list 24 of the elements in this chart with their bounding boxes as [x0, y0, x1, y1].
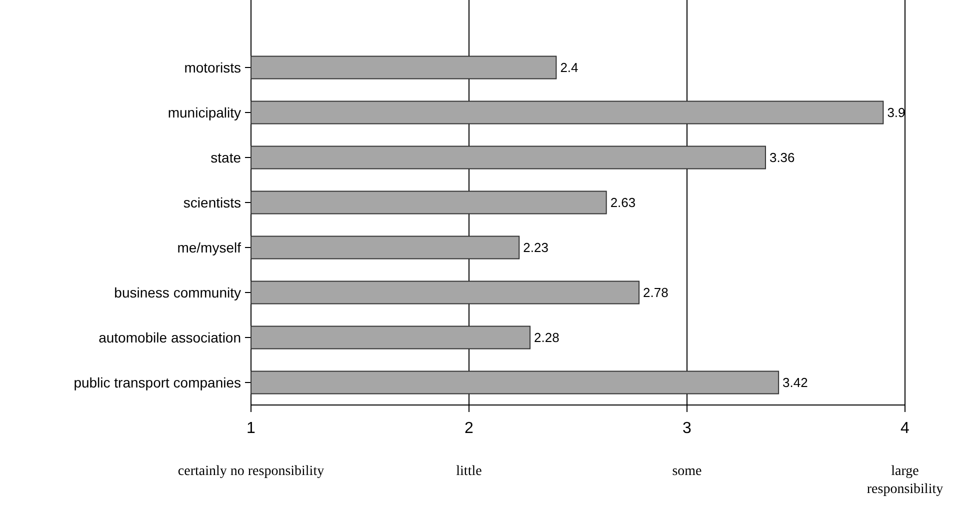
data-label: 2.4: [560, 60, 578, 76]
y-tick-label: scientists: [183, 194, 241, 210]
x-tick-label: 3: [682, 420, 692, 437]
data-label: 2.23: [523, 240, 548, 256]
x-tick-label: 4: [900, 420, 910, 437]
text: little: [456, 464, 482, 479]
y-tick-label: state: [210, 149, 242, 166]
text: some: [672, 464, 702, 479]
y-tick-label: business community: [114, 284, 241, 300]
data-label: 2.78: [643, 285, 668, 300]
y-tick-label: automobile association: [98, 329, 241, 346]
y-tick-label: municipality: [168, 104, 241, 120]
text: large responsibility: [866, 464, 944, 497]
data-label: 2.28: [534, 330, 560, 346]
data-label: 3.36: [769, 150, 795, 166]
text: certainly no responsibility: [178, 464, 324, 479]
y-tick-label: motorists: [184, 59, 241, 76]
x-tick-label: 1: [246, 420, 256, 437]
x-tick-label: 2: [464, 420, 474, 437]
data-label: 3.9: [887, 105, 906, 120]
data-label: 3.42: [782, 375, 808, 390]
data-label: 2.63: [610, 195, 636, 210]
y-tick-label: public transport companies: [74, 374, 241, 390]
y-tick-label: me/myself: [177, 239, 242, 256]
